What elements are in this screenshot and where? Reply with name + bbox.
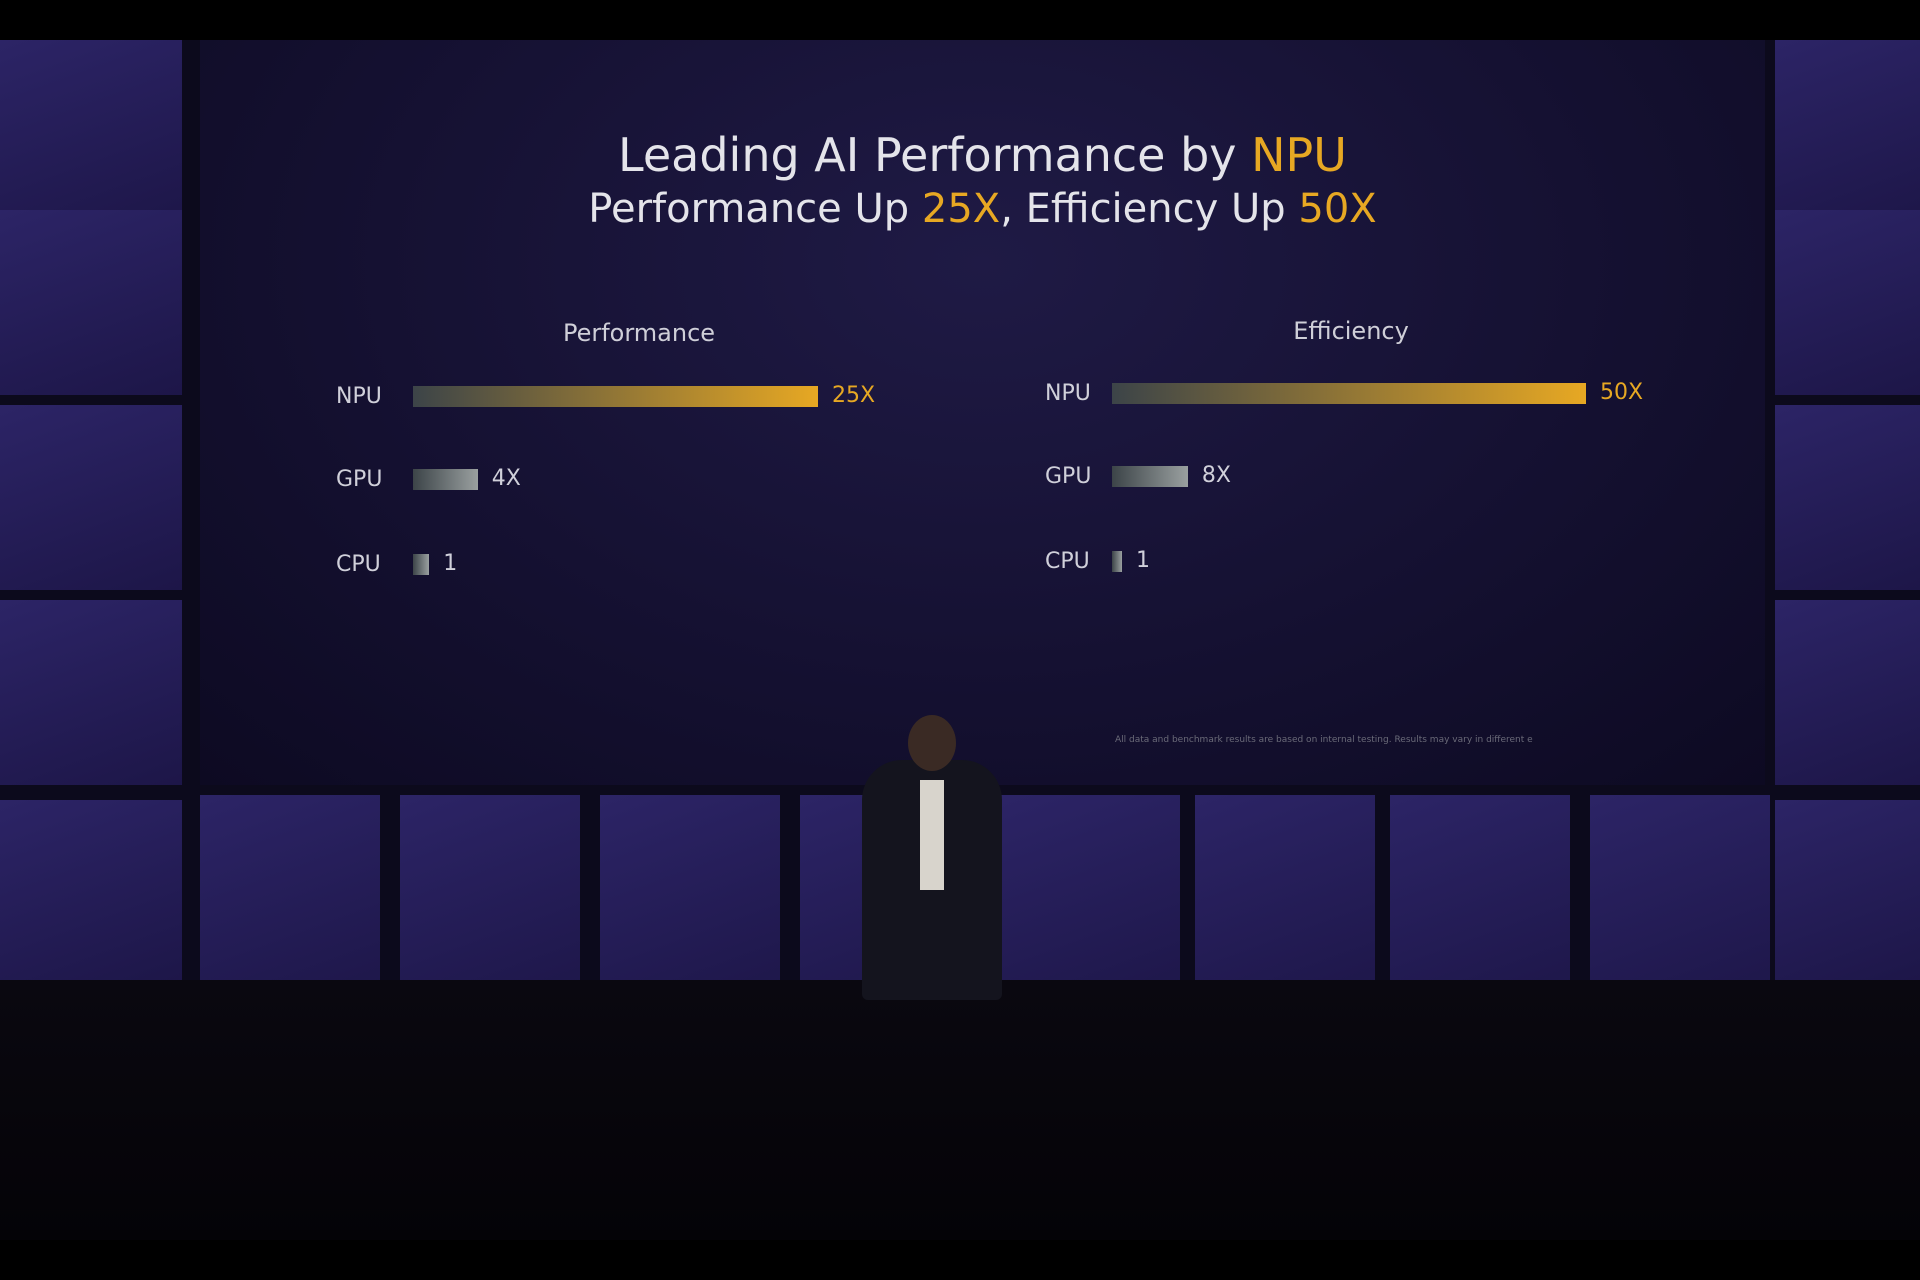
wall-panel	[1775, 600, 1920, 785]
wall-panel	[1000, 795, 1180, 1010]
subtitle-highlight-2: 50X	[1298, 186, 1377, 232]
wall-panel	[1775, 405, 1920, 590]
slide-subtitle: Performance Up 25X, Efficiency Up 50X	[200, 186, 1765, 232]
slide-title: Leading AI Performance by NPU	[200, 128, 1765, 182]
presenter-shirt	[920, 780, 944, 890]
bar-gpu	[1112, 466, 1188, 487]
data-label: 50X	[1600, 380, 1644, 405]
data-label: 8X	[1201, 463, 1231, 488]
wall-panel	[1775, 800, 1920, 985]
wall-panel	[1775, 40, 1920, 225]
wall-panel	[1590, 795, 1770, 1010]
subtitle-text-1: Performance Up	[588, 186, 922, 232]
wall-panel	[0, 600, 182, 785]
category-label: GPU	[336, 467, 383, 492]
presentation-slide: Leading AI Performance by NPU Performanc…	[200, 40, 1765, 785]
bar-npu	[413, 386, 818, 407]
wall-panel	[0, 800, 182, 985]
category-label: CPU	[1045, 549, 1090, 574]
bar-cpu	[1112, 551, 1122, 572]
bar-npu	[1112, 383, 1586, 404]
wall-panel	[600, 795, 780, 1010]
wall-panel	[1390, 795, 1570, 1010]
footnote: All data and benchmark results are based…	[1115, 735, 1533, 745]
wall-panel	[200, 795, 380, 1010]
subtitle-text-2: , Efficiency Up	[1000, 186, 1299, 232]
presenter-head	[908, 715, 956, 771]
bar-cpu	[413, 554, 430, 575]
wall-panel	[0, 210, 182, 395]
category-label: NPU	[1045, 381, 1091, 406]
data-label: 25X	[832, 383, 876, 408]
chart-title: Efficiency	[1293, 317, 1409, 345]
subtitle-highlight-1: 25X	[921, 186, 1001, 232]
wall-panel	[400, 795, 580, 1010]
wall-panel	[0, 405, 182, 590]
audience-area	[0, 980, 1920, 1240]
data-label: 4X	[491, 466, 521, 491]
bar-gpu	[413, 469, 478, 490]
wall-panel	[1775, 210, 1920, 395]
wall-panel	[1195, 795, 1375, 1010]
data-label: 1	[443, 551, 458, 576]
data-label: 1	[1136, 548, 1150, 573]
title-highlight: NPU	[1251, 128, 1347, 182]
title-text: Leading AI Performance by	[618, 128, 1252, 182]
wall-panel	[0, 40, 182, 225]
category-label: GPU	[1045, 464, 1092, 489]
chart-title: Performance	[562, 319, 716, 347]
category-label: CPU	[336, 552, 381, 577]
category-label: NPU	[336, 384, 382, 409]
